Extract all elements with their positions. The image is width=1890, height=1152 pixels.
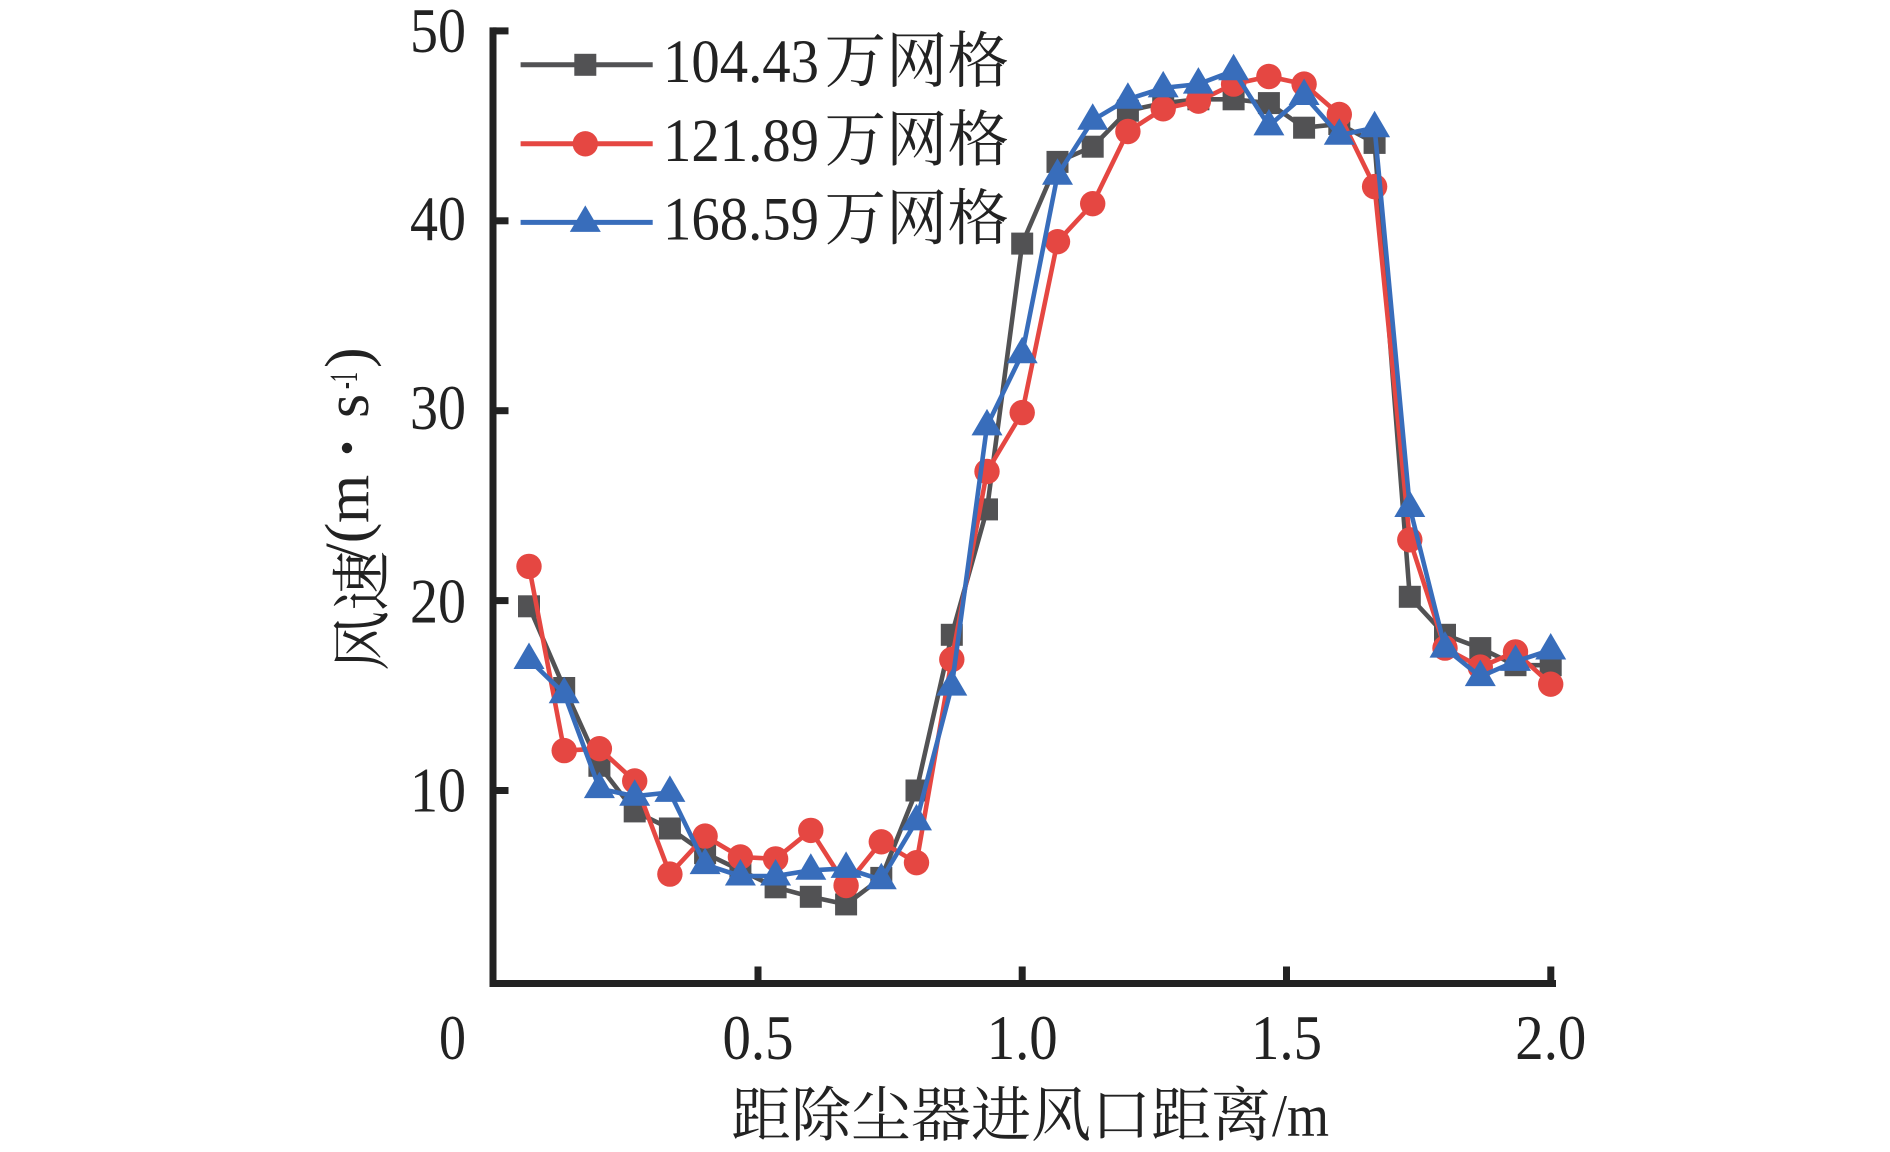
svg-text:168.59: 168.59 [663, 187, 819, 254]
svg-text:-1: -1 [321, 372, 366, 389]
svg-text:121.89: 121.89 [663, 108, 819, 175]
svg-text:10: 10 [410, 755, 466, 826]
svg-text:1.0: 1.0 [987, 1002, 1058, 1073]
svg-text:0: 0 [439, 1002, 466, 1073]
svg-text:1.5: 1.5 [1251, 1002, 1322, 1073]
svg-text:s: s [314, 394, 382, 418]
svg-text:30: 30 [410, 372, 466, 443]
svg-text:104.43: 104.43 [663, 29, 819, 96]
svg-text:2.0: 2.0 [1515, 1002, 1586, 1073]
svg-text:40: 40 [410, 183, 466, 254]
svg-text:): ) [314, 347, 382, 368]
svg-text:50: 50 [410, 0, 466, 66]
svg-text:0.5: 0.5 [723, 1002, 794, 1073]
svg-text:m: m [314, 475, 382, 523]
svg-text:/m: /m [1272, 1083, 1329, 1149]
svg-text:/(: /( [314, 523, 382, 561]
svg-text:20: 20 [410, 566, 466, 637]
